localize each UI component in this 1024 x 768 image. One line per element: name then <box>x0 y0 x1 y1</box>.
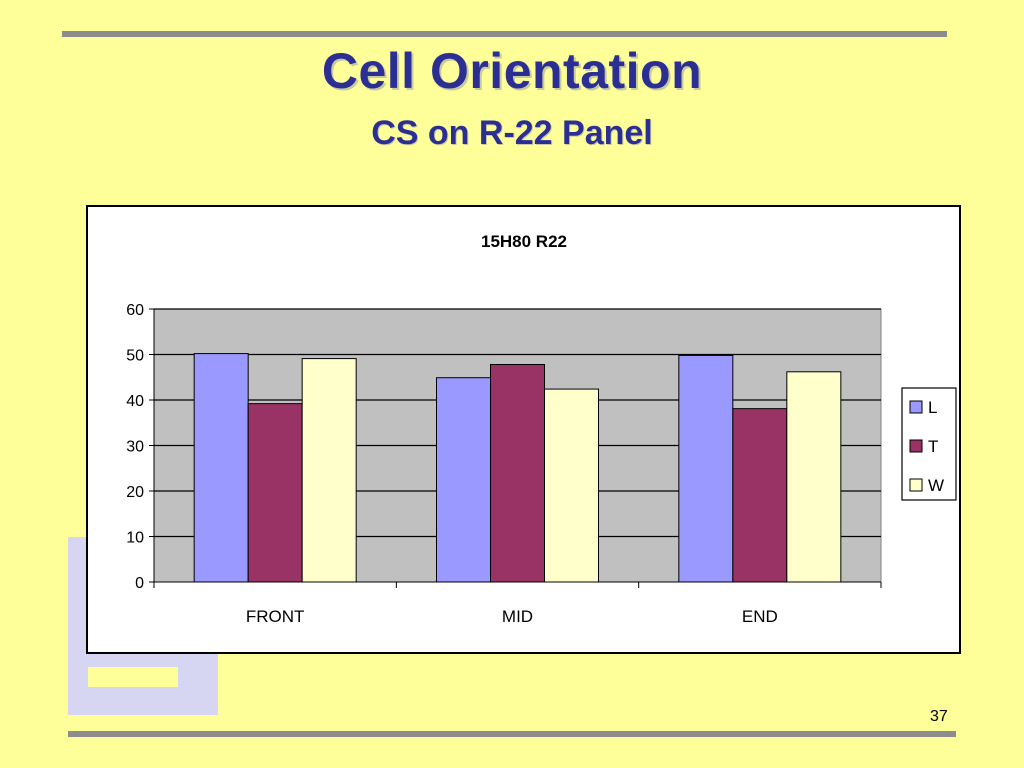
bar-l-mid <box>436 377 491 583</box>
bar-w-end <box>786 371 842 583</box>
y-tick-label: 30 <box>126 439 144 456</box>
y-tick-label: 0 <box>135 575 144 592</box>
x-tick-label: END <box>742 607 778 626</box>
y-tick-label: 60 <box>126 302 144 319</box>
slide-subtitle: CS on R-22 Panel <box>371 114 653 152</box>
x-tick-label: FRONT <box>246 607 305 626</box>
legend-label-t: T <box>928 437 938 456</box>
legend-swatch-l <box>909 400 923 414</box>
chart-title: 15H80 R22 <box>481 232 567 251</box>
bar-chart: 15H80 R22 0 10 20 30 40 50 60 FRONT MID END L T W <box>126 232 957 626</box>
bottom-rule <box>68 731 956 737</box>
bar-w-front <box>301 358 357 583</box>
bar-t-mid <box>490 364 545 583</box>
legend-swatch-t <box>909 439 923 453</box>
legend-swatch-w <box>909 478 923 492</box>
legend-label-w: W <box>928 476 944 495</box>
chart-container: 15H80 R22 0 10 20 30 40 50 60 FRONT MID END L T W <box>86 205 961 654</box>
y-tick-label: 10 <box>126 530 144 547</box>
bar-t-end <box>732 408 788 583</box>
slide-title: Cell Orientation <box>321 43 703 99</box>
y-tick-label: 20 <box>126 484 144 501</box>
bar-l-end <box>678 354 734 583</box>
bar-w-mid <box>544 388 599 583</box>
legend-label-l: L <box>928 398 937 417</box>
bar-l-front <box>193 353 249 583</box>
y-tick-label: 50 <box>126 348 144 365</box>
y-tick-label: 40 <box>126 393 144 410</box>
x-tick-label: MID <box>502 607 533 626</box>
top-rule <box>62 31 947 37</box>
page-number: 37 <box>930 708 948 725</box>
bar-t-front <box>247 403 303 583</box>
